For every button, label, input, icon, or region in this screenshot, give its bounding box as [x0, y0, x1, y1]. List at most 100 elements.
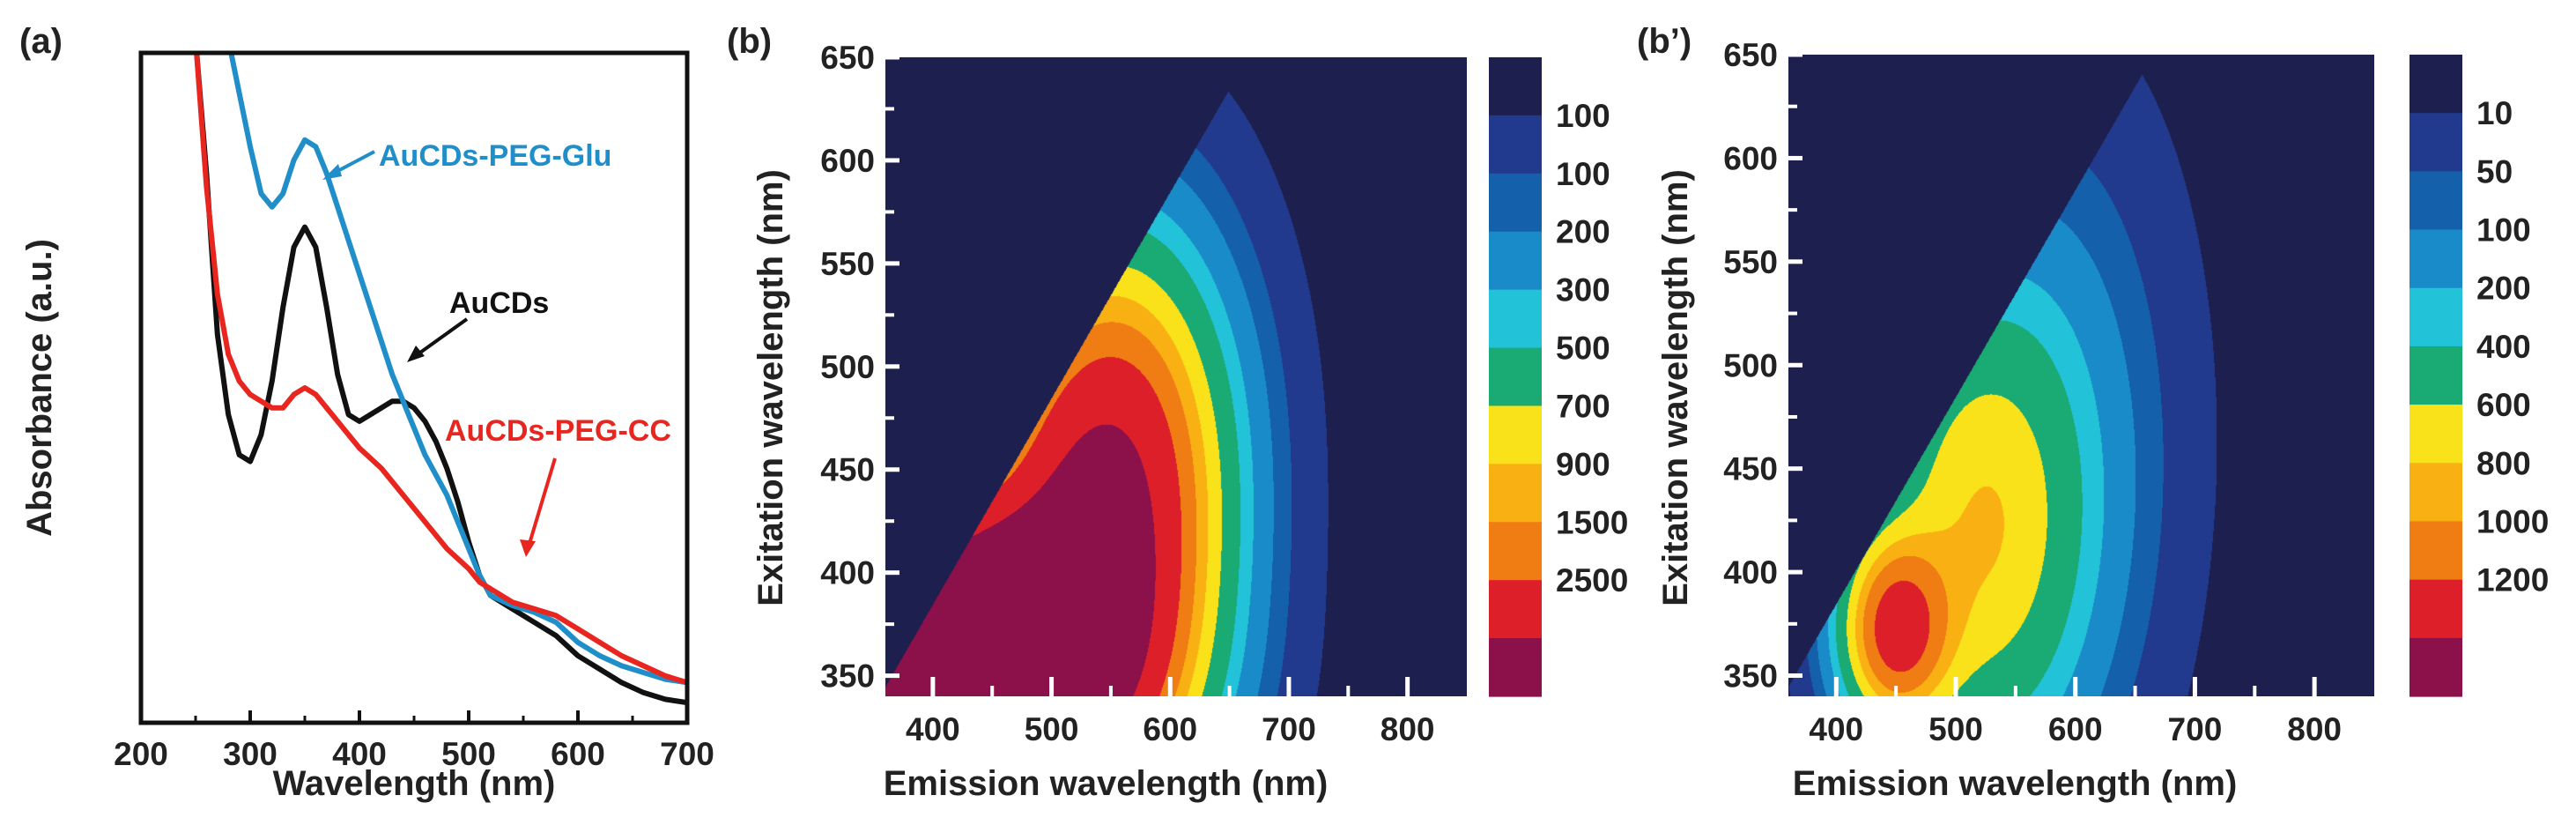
panel-b-prime-colorbar: 10 50 100 200 400 600 800 1000 1200	[2409, 55, 2549, 697]
colorbar-label: 100	[1556, 156, 1610, 192]
colorbar-segment	[1489, 405, 1542, 465]
panel-b-prime-contour-plot	[1788, 55, 2374, 696]
panel-b-prime-x-axis-title: Emission wavelength (nm)	[1793, 764, 2238, 803]
colorbar-segment	[1489, 522, 1542, 581]
y-tick-label: 450	[820, 452, 875, 488]
colorbar-segment	[2409, 405, 2462, 464]
annotation-aucds: AuCDs	[449, 286, 549, 320]
colorbar-segment	[1489, 57, 1542, 116]
y-tick-label: 500	[1723, 347, 1778, 383]
colorbar-label: 10	[2476, 95, 2513, 131]
colorbar-label: 100	[1556, 98, 1610, 134]
colorbar-segment	[2409, 287, 2462, 347]
x-tick-label: 700	[2168, 711, 2223, 747]
y-tick-label: 550	[1723, 244, 1778, 280]
panel-b-prime-contour-chart: (b’) 400 500 600 700 800 350 400 450 500 550 600 65…	[1637, 22, 2549, 803]
colorbar-label: 1500	[1556, 504, 1628, 540]
y-tick-label: 600	[1723, 140, 1778, 176]
panel-b-x-axis-title: Emission wavelength (nm)	[884, 764, 1329, 803]
colorbar-label: 50	[2476, 153, 2513, 190]
colorbar-segment	[1489, 173, 1542, 233]
x-tick-label: 600	[1143, 711, 1197, 747]
panel-b-colorbar: 100 100 200 300 500 700 900 1500 2500	[1489, 57, 1628, 697]
colorbar-label: 1000	[2476, 503, 2549, 539]
colorbar-label: 900	[1556, 446, 1610, 482]
colorbar-segment	[1489, 638, 1542, 697]
annotation-arrowhead-aucds-peg-glu	[322, 164, 342, 180]
series-line-aucds	[194, 53, 687, 706]
colorbar-label: 500	[1556, 331, 1610, 367]
colorbar-segment	[2409, 521, 2462, 581]
colorbar-label: 800	[2476, 445, 2531, 481]
colorbar-segment	[1489, 580, 1542, 639]
colorbar-segment	[2409, 637, 2462, 697]
x-tick-label: 800	[2287, 711, 2342, 747]
colorbar-segment	[1489, 115, 1542, 175]
panel-b-label: (b)	[727, 22, 772, 61]
colorbar-segment	[2409, 113, 2462, 172]
colorbar-segment	[1489, 231, 1542, 291]
annotation-aucds-peg-glu: AuCDs-PEG-Glu	[379, 139, 611, 173]
colorbar-label: 200	[2476, 271, 2531, 307]
y-tick-label: 400	[820, 555, 875, 591]
y-tick-label: 650	[820, 40, 875, 76]
x-tick-label: 800	[1381, 711, 1435, 747]
y-tick-label: 500	[820, 349, 875, 385]
panel-b-prime-label: (b’)	[1637, 22, 1691, 61]
annotation-arrowhead-aucds-peg-cc	[520, 539, 536, 557]
x-tick-label: 200	[114, 736, 168, 772]
panel-a-x-axis-title: Wavelength (nm)	[273, 764, 556, 803]
panel-b-contour-plot	[885, 57, 1467, 696]
panel-a-series-group	[194, 53, 687, 706]
colorbar-segment	[2409, 346, 2462, 405]
x-tick-label: 500	[1025, 711, 1079, 747]
y-tick-label: 350	[820, 658, 875, 695]
colorbar-segment	[2409, 579, 2462, 639]
panel-b-contour-chart: (b) 400 500 600 700 800 350 400 450 500 550 600 650…	[727, 22, 1628, 803]
y-tick-label: 400	[1723, 554, 1778, 591]
x-tick-label: 400	[332, 736, 387, 772]
colorbar-label: 700	[1556, 388, 1610, 424]
panel-a-absorbance-chart: (a) 200 300 400 500 600 700 Wavelength (nm) A…	[19, 22, 714, 803]
x-tick-label: 400	[1809, 711, 1863, 747]
panel-b-prime-contour-image	[1788, 55, 2374, 696]
y-tick-label: 450	[1723, 451, 1778, 487]
x-tick-label: 700	[660, 736, 714, 772]
x-tick-label: 700	[1262, 711, 1316, 747]
colorbar-segment	[2409, 55, 2462, 114]
annotation-arrowhead-aucds	[407, 346, 425, 362]
x-tick-label: 300	[223, 736, 278, 772]
colorbar-segment	[1489, 464, 1542, 523]
colorbar-segment	[1489, 289, 1542, 349]
panel-a-y-axis-title: Absorbance (a.u.)	[20, 239, 59, 537]
panel-b-y-axis-title: Exitation wavelength (nm)	[751, 169, 790, 606]
colorbar-label: 300	[1556, 272, 1610, 308]
y-tick-label: 600	[820, 143, 875, 179]
colorbar-label: 200	[1556, 214, 1610, 250]
panel-b-contour-image	[885, 57, 1467, 696]
colorbar-label: 100	[2476, 212, 2531, 249]
x-tick-label: 400	[906, 711, 960, 747]
y-tick-label: 350	[1723, 658, 1778, 695]
x-tick-label: 600	[551, 736, 605, 772]
panel-a-x-ticks: 200 300 400 500 600 700	[114, 710, 714, 772]
colorbar-label: 600	[2476, 387, 2531, 423]
series-line-aucds-peg-cc	[194, 53, 687, 686]
x-tick-label: 500	[1928, 711, 1983, 747]
colorbar-label: 2500	[1556, 562, 1628, 598]
colorbar-segment	[1489, 347, 1542, 407]
annotation-arrow-aucds	[412, 317, 469, 359]
colorbar-segment	[2409, 171, 2462, 231]
panel-a-label: (a)	[19, 22, 63, 61]
colorbar-segment	[2409, 463, 2462, 523]
colorbar-label: 400	[2476, 329, 2531, 365]
y-tick-label: 650	[1723, 37, 1778, 73]
x-tick-label: 500	[441, 736, 496, 772]
annotation-arrow-aucds-peg-cc	[527, 457, 557, 547]
colorbar-label: 1200	[2476, 562, 2549, 598]
panel-b-ticks: 400 500 600 700 800 350 400 450 500 550 600 650	[820, 40, 1434, 747]
y-tick-label: 550	[820, 246, 875, 282]
x-tick-label: 600	[2048, 711, 2103, 747]
annotation-aucds-peg-cc: AuCDs-PEG-CC	[445, 414, 671, 448]
